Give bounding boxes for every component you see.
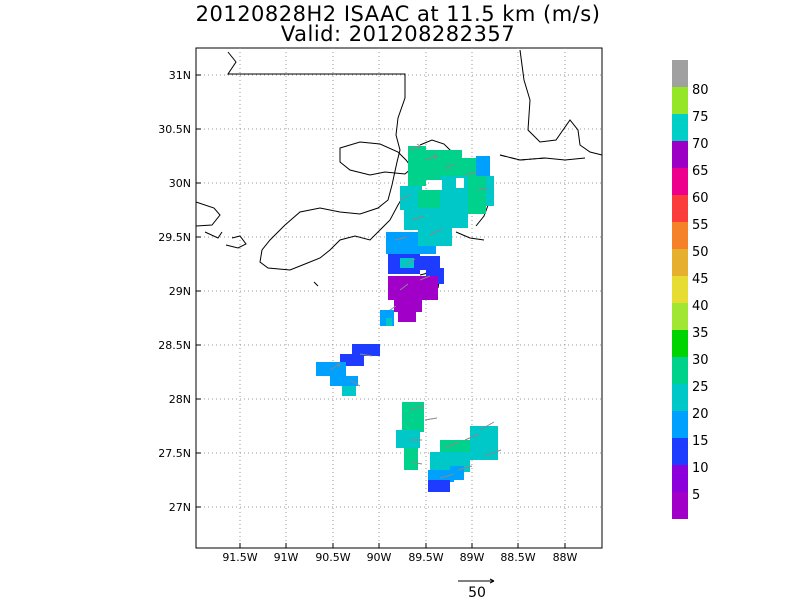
lon-label: 91.5W: [222, 551, 257, 564]
lat-label: 29.5N: [158, 231, 191, 244]
lat-label: 30N: [169, 177, 191, 190]
lat-label: 28.5N: [158, 339, 191, 352]
wind-vectors: [329, 143, 502, 479]
colorbar-segment: [672, 330, 688, 357]
lon-label: 90.5W: [315, 551, 350, 564]
colorbar-label: 15: [692, 434, 709, 449]
colorbar-segment: [672, 87, 688, 114]
colorbar-segment: [672, 384, 688, 411]
wind-speed-shading: [316, 146, 498, 492]
colorbar-label: 80: [692, 83, 709, 98]
lon-label: 88.5W: [500, 551, 535, 564]
colorbar-label: 35: [692, 326, 709, 341]
colorbar-label: 30: [692, 353, 709, 368]
colorbar-segment: [672, 195, 688, 222]
colorbar-label: 70: [692, 137, 709, 152]
lon-label: 89.5W: [408, 551, 443, 564]
colorbar-segment: [672, 222, 688, 249]
colorbar-label: 50: [692, 245, 709, 260]
colorbar-segment: [672, 492, 688, 519]
colorbar-label: 65: [692, 164, 709, 179]
map-title: 20120828H2 ISAAC at 11.5 km (m/s): [195, 2, 601, 26]
colorbar-segment: [672, 411, 688, 438]
lon-label: 90W: [367, 551, 392, 564]
lat-label: 27.5N: [158, 447, 191, 460]
colorbar-segment: [672, 357, 688, 384]
colorbar-segment: [672, 141, 688, 168]
lon-label: 89W: [460, 551, 485, 564]
colorbar-label: 10: [692, 461, 709, 476]
colorbar-label: 25: [692, 380, 709, 395]
colorbar-label: 45: [692, 272, 709, 287]
colorbar-labels: 80 75 70 65 60 55 50 45 40 35 30 25 20 1…: [692, 83, 709, 503]
lat-label: 31N: [169, 69, 191, 82]
state-border: [236, 73, 546, 161]
grid-lines: [196, 48, 602, 548]
lon-label: 91W: [274, 551, 299, 564]
colorbar: [672, 60, 688, 519]
tick-marks: [196, 74, 566, 548]
latitude-labels: 31N 30.5N 30N 29.5N 29N 28.5N 28N 27.5N …: [158, 69, 191, 514]
colorbar-label: 20: [692, 407, 709, 422]
reference-vector: 50: [458, 578, 495, 600]
colorbar-segment: [672, 465, 688, 492]
colorbar-label: 75: [692, 110, 709, 125]
colorbar-segment: [672, 438, 688, 465]
colorbar-segment: [672, 114, 688, 141]
colorbar-segment: [672, 168, 688, 195]
lat-label: 30.5N: [158, 123, 191, 136]
lon-label: 88W: [553, 551, 578, 564]
map-valid-time: Valid: 201208282357: [280, 22, 516, 46]
colorbar-label: 55: [692, 218, 709, 233]
lat-label: 29N: [169, 285, 191, 298]
colorbar-segment: [672, 276, 688, 303]
colorbar-segment: [672, 60, 688, 87]
lat-label: 27N: [169, 501, 191, 514]
longitude-labels: 91.5W 91W 90.5W 90W 89.5W 89W 88.5W 88W: [222, 551, 577, 564]
colorbar-label: 60: [692, 191, 709, 206]
lat-label: 28N: [169, 393, 191, 406]
reference-vector-label: 50: [468, 585, 486, 600]
colorbar-segment: [672, 303, 688, 330]
colorbar-label: 40: [692, 299, 709, 314]
colorbar-segment: [672, 249, 688, 276]
colorbar-label: 5: [692, 488, 700, 503]
